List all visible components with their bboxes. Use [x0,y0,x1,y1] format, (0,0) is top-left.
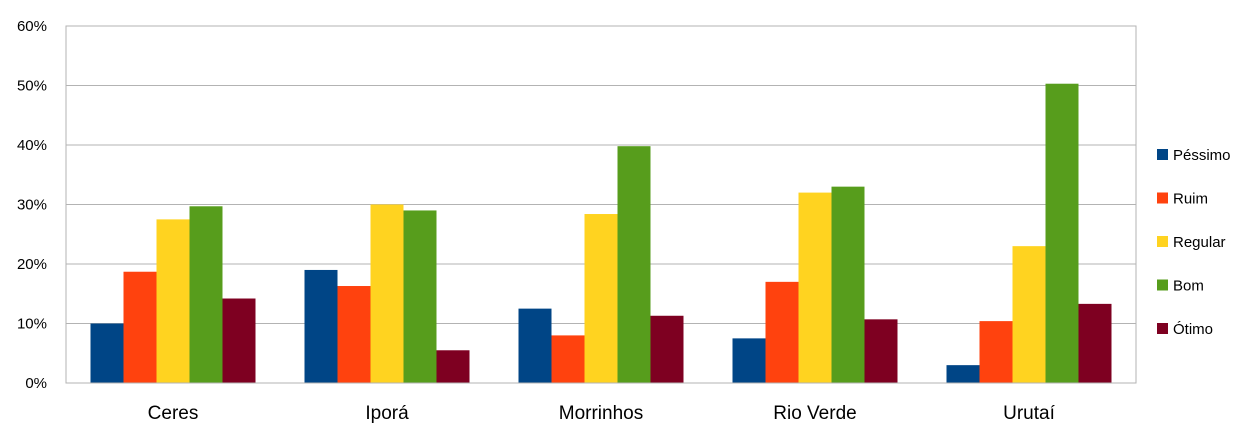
bar-ótimo [864,319,898,383]
bar-ruim [551,335,585,383]
legend-swatch [1157,149,1168,160]
bar-péssimo [946,365,980,383]
bar-bom [403,210,437,383]
bar-péssimo [518,308,552,383]
x-category-label: Morrinhos [559,403,643,424]
bar-ótimo [436,350,470,383]
bar-regular [1012,246,1046,383]
bar-bom [617,146,651,383]
plot-area-frame [65,25,1137,384]
y-tick-label: 20% [17,256,47,273]
legend-label: Ruim [1173,191,1208,208]
legend-swatch [1157,236,1168,247]
x-category-label: Urutaí [1003,403,1055,424]
bar-péssimo [732,338,766,383]
legend-label: Ótimo [1173,321,1213,338]
y-tick-label: 40% [17,137,47,154]
bar-ruim [123,271,157,383]
bar-bom [1045,83,1079,383]
bar-ótimo [1078,303,1112,383]
x-category-label: Ceres [148,403,199,424]
bar-regular [584,214,618,383]
y-tick-label: 60% [17,18,47,35]
y-tick-label: 10% [17,316,47,333]
bar-ruim [337,286,371,383]
bar-péssimo [90,323,124,383]
x-category-label: Iporá [365,403,409,424]
legend: Péssimo Ruim Regular Bom Ótimo [1157,147,1231,338]
bar-ruim [765,281,799,383]
y-axis-ticks: 0% 10% 20% 30% 40% 50% 60% [17,18,47,392]
bar-regular [798,192,832,383]
bar-ótimo [650,315,684,383]
bar-bom [189,206,223,383]
legend-label: Bom [1173,278,1204,295]
bar-ótimo [222,298,256,383]
bars [90,83,1112,383]
bar-regular [370,204,404,383]
y-tick-label: 30% [17,197,47,214]
legend-swatch [1157,192,1168,204]
bar-bom [831,186,865,383]
legend-label: Regular [1173,234,1226,251]
x-category-label: Rio Verde [773,403,856,424]
legend-swatch [1157,323,1168,334]
legend-swatch [1157,279,1168,291]
y-tick-label: 50% [17,78,47,95]
x-axis-labels: Ceres Iporá Morrinhos Rio Verde Urutaí [148,403,1056,424]
bar-ruim [979,321,1013,383]
gridlines [66,85,1136,324]
bar-péssimo [304,269,338,383]
bar-regular [156,219,190,383]
y-tick-label: 0% [25,375,47,392]
legend-label: Péssimo [1173,147,1231,164]
